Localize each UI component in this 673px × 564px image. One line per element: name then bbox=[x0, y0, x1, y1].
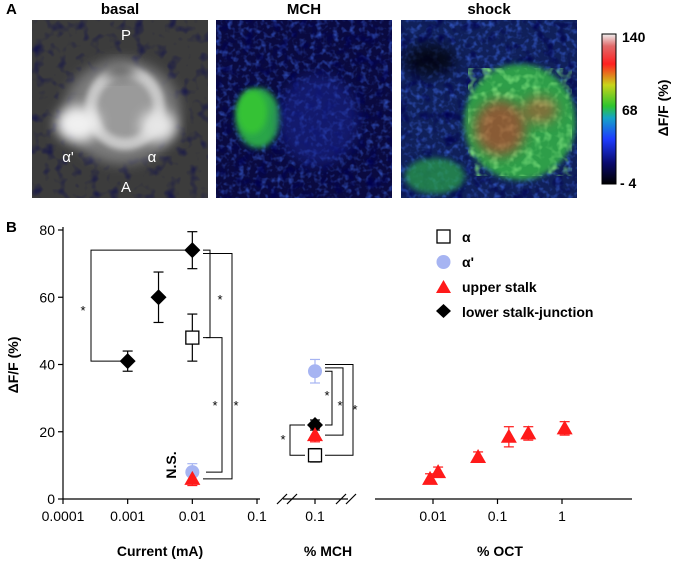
x-tick-label-oct: 0.1 bbox=[488, 508, 508, 524]
legend-marker-upper-stalk bbox=[436, 280, 451, 293]
x-tick-label-current: 0.0001 bbox=[42, 508, 85, 524]
x-axis-title-current: Current (mA) bbox=[117, 543, 203, 559]
data-point-lower-stalk-junction bbox=[307, 417, 323, 434]
axis-break-mark bbox=[276, 493, 288, 505]
significance-bracket bbox=[289, 424, 305, 456]
legend-marker-lower-stalk-junction bbox=[436, 304, 451, 318]
data-point-alpha bbox=[307, 448, 323, 463]
significance-star: * bbox=[217, 292, 222, 307]
legend-label-upper-stalk: upper stalk bbox=[462, 279, 537, 295]
data-point-upper-stalk bbox=[422, 470, 439, 485]
x-tick-label-current: 0.1 bbox=[247, 508, 267, 524]
y-tick-label: 0 bbox=[47, 491, 55, 507]
legend-marker-alpha bbox=[436, 229, 451, 244]
image-title-shock: shock bbox=[467, 1, 511, 18]
significance-bracket bbox=[325, 370, 333, 426]
panel-b-letter: B bbox=[6, 219, 17, 236]
significance-bracket bbox=[325, 367, 344, 436]
legend: α α' upper stalk lower stalk-junction bbox=[436, 229, 593, 320]
legend-label-alpha: α bbox=[462, 229, 471, 245]
axis-break-mark bbox=[335, 493, 347, 505]
significance-star: * bbox=[280, 432, 285, 447]
significance-bracket bbox=[203, 253, 233, 480]
significance-star: * bbox=[80, 303, 85, 318]
legend-label-lower-stalk-junction: lower stalk-junction bbox=[462, 304, 593, 320]
ns-label: N.S. bbox=[163, 451, 179, 478]
axis-break-mark bbox=[345, 493, 357, 505]
significance-star: * bbox=[212, 398, 217, 413]
x-tick-label-current: 0.001 bbox=[110, 508, 145, 524]
x-tick-label-oct: 1 bbox=[558, 508, 566, 524]
colorbar-min-label: - 4 bbox=[620, 175, 637, 191]
mch-image bbox=[216, 20, 392, 198]
significance-star: * bbox=[233, 398, 238, 413]
plot-axes: 0 20 40 60 80 0.0001 0.001 0.01 0.1 Current (mA) 0… bbox=[39, 222, 632, 559]
x-axis-title-oct: % OCT bbox=[477, 543, 523, 559]
significance-bracket bbox=[206, 337, 223, 473]
basal-label-p: P bbox=[121, 27, 131, 44]
y-tick-label: 60 bbox=[39, 289, 55, 305]
colorbar-mid-label: 68 bbox=[622, 102, 638, 118]
legend-marker-alpha-prime bbox=[436, 255, 451, 269]
significance-bracket bbox=[203, 249, 211, 339]
legend-label-alpha-prime: α' bbox=[462, 254, 474, 270]
data-point-lower-stalk-junction bbox=[150, 289, 167, 306]
data-point-upper-stalk bbox=[470, 448, 487, 463]
basal-image bbox=[32, 20, 208, 198]
data-point-upper-stalk bbox=[430, 464, 447, 479]
image-title-basal: basal bbox=[101, 1, 139, 18]
significance-star: * bbox=[324, 388, 329, 403]
panel-a-letter: A bbox=[6, 1, 17, 18]
y-tick-label: 20 bbox=[39, 424, 55, 440]
x-axis-title-mch: % MCH bbox=[304, 543, 352, 559]
data-point-lower-stalk-junction bbox=[184, 242, 201, 259]
significance-bracket bbox=[90, 249, 185, 362]
significance-star: * bbox=[352, 402, 357, 417]
significance-star: * bbox=[337, 398, 342, 413]
data-point-alpha-prime bbox=[308, 364, 322, 379]
x-tick-label-oct: 0.01 bbox=[419, 508, 446, 524]
y-tick-label: 40 bbox=[39, 357, 55, 373]
colorbar bbox=[601, 33, 617, 185]
data-point-upper-stalk bbox=[184, 470, 201, 485]
data-point-alpha bbox=[185, 330, 200, 345]
plot-marks bbox=[119, 231, 573, 487]
data-point-upper-stalk bbox=[500, 428, 517, 443]
basal-label-alpha: α bbox=[148, 149, 157, 166]
x-tick-label-mch: 0.1 bbox=[305, 508, 325, 524]
data-point-lower-stalk-junction bbox=[119, 353, 136, 370]
data-point-upper-stalk bbox=[307, 427, 323, 442]
significance-bracket bbox=[325, 364, 354, 456]
data-point-upper-stalk bbox=[556, 420, 573, 435]
data-point-upper-stalk bbox=[520, 425, 537, 440]
image-title-mch: MCH bbox=[287, 1, 321, 18]
y-axis-title: ΔF/F (%) bbox=[5, 337, 21, 394]
basal-label-alpha-prime: α' bbox=[62, 149, 74, 166]
basal-label-a: A bbox=[121, 179, 131, 196]
axis-break-mark bbox=[286, 493, 298, 505]
shock-image bbox=[401, 20, 577, 198]
colorbar-unit-label: ΔF/F (%) bbox=[655, 80, 671, 137]
x-tick-label-current: 0.01 bbox=[179, 508, 206, 524]
colorbar-max-label: 140 bbox=[622, 29, 646, 45]
y-tick-label: 80 bbox=[39, 222, 55, 238]
